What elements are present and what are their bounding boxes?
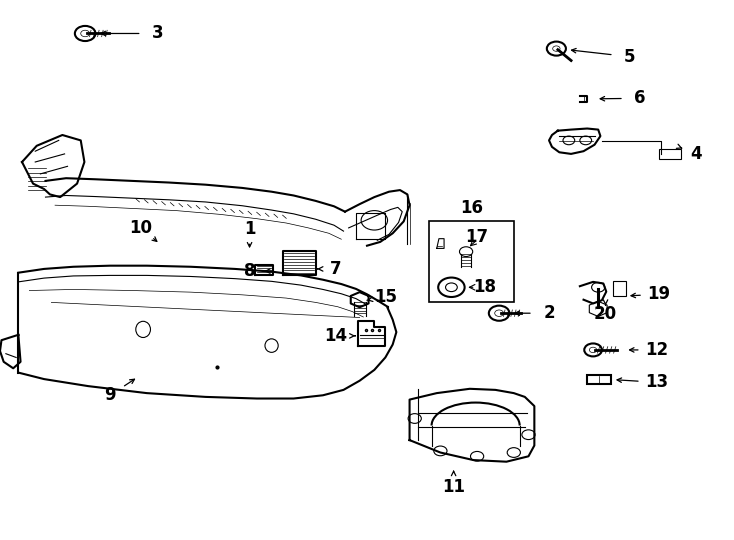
Text: 12: 12 [645,341,669,359]
Text: 10: 10 [129,219,153,237]
Bar [587,375,611,384]
Text: 19: 19 [647,285,671,303]
Text: 5: 5 [624,48,636,66]
Text: 20: 20 [594,305,617,323]
Text: 17: 17 [465,227,489,246]
Text: 15: 15 [374,288,397,306]
Text: 16: 16 [460,199,483,217]
Text: 7: 7 [330,260,342,278]
Text: 11: 11 [442,478,465,496]
Text: 14: 14 [324,327,348,345]
Text: 1: 1 [244,220,255,239]
Text: 8: 8 [244,262,255,280]
Text: 3: 3 [152,24,164,43]
Text: 9: 9 [104,386,116,404]
Text: 2: 2 [543,304,555,322]
Text: 18: 18 [473,278,496,296]
Bar [613,281,626,296]
Text: 6: 6 [634,89,646,107]
Bar [429,221,514,302]
Bar [659,149,681,159]
Text: 13: 13 [645,373,669,392]
Text: 4: 4 [690,145,702,163]
